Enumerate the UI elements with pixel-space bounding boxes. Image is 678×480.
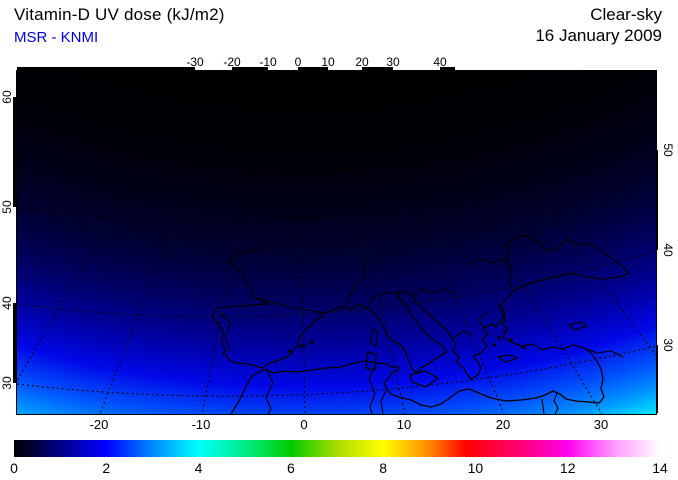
colorbar-tick-label: 6 [286, 460, 295, 476]
longitude-tick-label: 30 [386, 55, 400, 69]
colorbar-tick-label: 12 [559, 460, 576, 476]
frame-tick-block [13, 303, 17, 383]
data-source-label: MSR - KNMI [14, 29, 99, 46]
graticule-parallels [17, 71, 656, 397]
frame-tick-block [440, 67, 455, 71]
latitude-tick-label: 30 [0, 376, 14, 390]
longitude-tick-label: 0 [294, 55, 302, 69]
longitude-tick-label: -20 [89, 417, 109, 432]
latitude-tick-label: 60 [0, 90, 14, 104]
longitude-tick-label: 20 [495, 417, 511, 432]
longitude-tick-label: -10 [191, 417, 211, 432]
colorbar-tick-label: 10 [467, 460, 484, 476]
longitude-tick-label: -30 [186, 55, 204, 69]
frame-tick-block [362, 67, 393, 71]
latitude-tick-label: 50 [661, 143, 675, 157]
date-label: 16 January 2009 [535, 26, 662, 45]
latitude-tick-label: 30 [661, 338, 675, 352]
latitude-tick-label: 50 [0, 200, 14, 214]
latitude-tick-label: 40 [661, 243, 675, 257]
longitude-tick-label: 0 [300, 417, 308, 432]
longitude-tick-label: -10 [259, 55, 277, 69]
frame-tick-block [13, 97, 17, 207]
colorbar-tick-label: 2 [102, 460, 111, 476]
latitude-tick-label: 40 [0, 296, 14, 310]
longitude-tick-label: 20 [355, 55, 369, 69]
colorbar-tick-label: 8 [379, 460, 388, 476]
page-title: Vitamin-D UV dose (kJ/m2) [14, 5, 225, 24]
graticule-meridians [17, 71, 656, 414]
frame-tick-block [298, 67, 328, 71]
uv-dose-field-canvas [17, 71, 656, 414]
longitude-tick-label: -20 [223, 55, 241, 69]
longitude-tick-label: 10 [396, 417, 412, 432]
map-frame [16, 70, 657, 415]
sky-condition-label: Clear-sky [590, 5, 662, 24]
coastlines-overlay [17, 71, 656, 414]
longitude-tick-label: 40 [433, 55, 447, 69]
country-borders [219, 256, 624, 414]
colorbar-tick-label: 0 [10, 460, 18, 476]
colorbar [14, 440, 660, 457]
frame-tick-block [17, 67, 195, 71]
coastlines [211, 234, 630, 414]
colorbar-tick-label: 14 [652, 460, 668, 476]
colorbar-tick-label: 4 [194, 460, 203, 476]
islands [288, 321, 588, 388]
frame-tick-block [232, 67, 268, 71]
longitude-tick-label: 30 [593, 417, 609, 432]
longitude-tick-label: 10 [321, 55, 335, 69]
